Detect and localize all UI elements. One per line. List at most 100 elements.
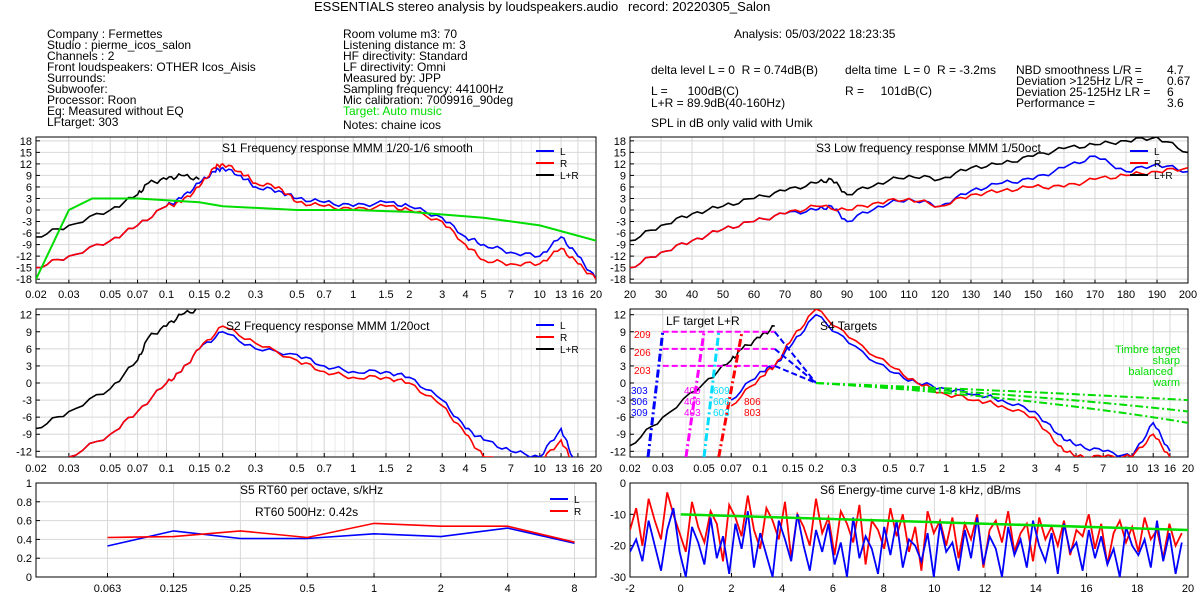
s5-subtitle: RT60 500Hz: 0.42s <box>255 505 358 519</box>
s5-x-tick-label: 0.25 <box>230 583 251 595</box>
s6-x-tick-label: 16 <box>1080 583 1092 595</box>
measured-by-label: Measured by: JPP <box>343 71 442 85</box>
s2-title: S2 Frequency response MMM 1/20oct <box>226 319 430 333</box>
header-col2: Room volume m3: 70 Listening distance m:… <box>343 28 513 132</box>
s2-frame <box>35 308 597 458</box>
s2-y-tick-label: 6 <box>26 344 32 356</box>
s2-y-tick-label: -6 <box>22 412 32 424</box>
s1-y-tick-label: 18 <box>20 136 32 148</box>
s4-cyan-target-label: 603 <box>713 408 730 419</box>
s5-legend-label: R <box>574 507 581 518</box>
s4-y-tick-label: -3 <box>616 395 626 407</box>
s2-x-tick-label: 0.05 <box>100 463 121 475</box>
s4-y-tick-label: 12 <box>614 310 626 322</box>
s1-x-tick-label: 0.05 <box>100 289 121 301</box>
s2-x-tick-label: 1 <box>350 463 356 475</box>
s3-x-tick-label: 50 <box>717 289 729 301</box>
s5-series-r <box>107 522 575 543</box>
s1-y-tick-label: -3 <box>22 217 32 229</box>
performance-label: Performance = <box>1016 96 1096 110</box>
s6-y-tick-label: -30 <box>610 572 626 584</box>
s4-series-lr <box>630 324 775 447</box>
s6-series-l <box>630 507 1183 577</box>
deviation-125-label: Deviation >125Hz L/R = <box>1016 74 1144 88</box>
s3-x-tick-label: 120 <box>931 289 949 301</box>
s2-x-tick-label: 3 <box>439 463 445 475</box>
s3-x-tick-label: 80 <box>810 289 822 301</box>
notes-label: Notes: chaine icos <box>343 118 442 132</box>
s4-lf-target-curve <box>717 331 744 457</box>
s4-x-tick-label: 0.02 <box>619 463 640 475</box>
s1-x-tick-label: 3 <box>439 289 445 301</box>
s4-red-target-label: 206 <box>634 348 651 359</box>
s3-y-tick-label: 0 <box>620 205 626 217</box>
eq-label: Eq: Measured without EQ <box>47 104 184 118</box>
s1-x-tick-label: 4 <box>462 289 468 301</box>
s2-x-tick-label: 5 <box>481 463 487 475</box>
s3-frame <box>629 136 1189 284</box>
s4-y-tick-label: 0 <box>620 378 626 390</box>
s3-x-tick-label: 200 <box>1179 289 1197 301</box>
s4-timbre-label: balanced <box>1128 366 1173 378</box>
s2-legend-label: L <box>560 321 566 332</box>
s3-y-tick-label: -15 <box>610 263 626 275</box>
sampling-frequency-label: Sampling frequency: 44100Hz <box>343 82 504 96</box>
s3-series-lr <box>630 137 1188 242</box>
s3-x-tick-label: 40 <box>686 289 698 301</box>
delta-level-label: delta level L = 0 R = 0.74dB(B) <box>651 63 818 77</box>
delta-time-label: delta time L = 0 R = -3.2ms <box>845 63 996 77</box>
s4-timbre-label: warm <box>1152 377 1180 389</box>
s2-x-tick-label: 0.5 <box>289 463 304 475</box>
s2-x-tick-label: 0.07 <box>127 463 148 475</box>
performance-value: 3.6 <box>1167 96 1184 110</box>
s4-red-bottom-label: 806 <box>744 397 761 408</box>
s4-x-tick-label: 10 <box>1126 463 1138 475</box>
s4-y-tick-label: -12 <box>610 446 626 458</box>
s5-y-tick-label: 0.2 <box>17 553 32 565</box>
s4-x-tick-label: 0.2 <box>808 463 823 475</box>
s4-x-tick-label: 0.05 <box>693 463 714 475</box>
s5-frame <box>35 482 597 578</box>
s4-x-tick-label: 0.07 <box>720 463 741 475</box>
s2-x-tick-label: 20 <box>590 463 602 475</box>
studio-label: Studio : pierme_icos_salon <box>47 38 192 52</box>
s4-x-tick-label: 2 <box>999 463 1005 475</box>
deviation-125-value: 0.67 <box>1167 74 1191 88</box>
s6-series-r <box>630 492 1183 571</box>
s2-x-tick-label: 0.2 <box>215 463 230 475</box>
s2-x-tick-label: 0.15 <box>189 463 210 475</box>
s6-target-line <box>680 513 1188 532</box>
s4-cyan-target-label: 609 <box>713 386 730 397</box>
analysis-label: Analysis: 05/03/2022 18:23:35 <box>734 27 896 41</box>
s4-lf-target-curve <box>684 331 706 457</box>
s1-title: S1 Frequency response MMM 1/20-1/6 smoot… <box>222 141 473 155</box>
s3-series-r <box>630 166 1188 269</box>
s5-x-tick-label: 8 <box>571 583 577 595</box>
front-loudspeakers-label: Front loudspeakers: OTHER Icos_Aisis <box>47 60 256 74</box>
s4-red-bottom-label: 803 <box>744 408 761 419</box>
s1-x-tick-label: 1.5 <box>378 289 393 301</box>
s1-legend-label: R <box>560 159 567 170</box>
s4-x-tick-label: 0.1 <box>752 463 767 475</box>
s1-y-tick-label: -9 <box>22 240 32 252</box>
s6-x-tick-label: 0 <box>678 583 684 595</box>
s5-y-tick-label: 0.4 <box>17 534 32 546</box>
s3-legend-label: L+R <box>1154 171 1173 182</box>
s2-legend-label: R <box>560 333 567 344</box>
s5-plot-area <box>35 482 597 578</box>
spl-lr-label: L+R = 89.9dB(40-160Hz) <box>651 96 786 110</box>
s3-x-tick-label: 180 <box>1117 289 1135 301</box>
s4-x-tick-label: 4 <box>1055 463 1061 475</box>
s3-x-tick-label: 130 <box>962 289 980 301</box>
s2-x-tick-label: 0.02 <box>25 463 46 475</box>
s5-title: S5 RT60 per octave, s/kHz <box>240 483 383 497</box>
s2-x-tick-label: 16 <box>572 463 584 475</box>
s5-y-tick-label: 0.8 <box>17 497 32 509</box>
s4-x-tick-label: 0.3 <box>841 463 856 475</box>
s2-x-tick-label: 10 <box>534 463 546 475</box>
s4-y-tick-label: 3 <box>620 361 626 373</box>
s4-cyan-target-label: 606 <box>713 397 730 408</box>
s1-frame <box>35 136 597 284</box>
s1-x-tick-label: 0.07 <box>127 289 148 301</box>
